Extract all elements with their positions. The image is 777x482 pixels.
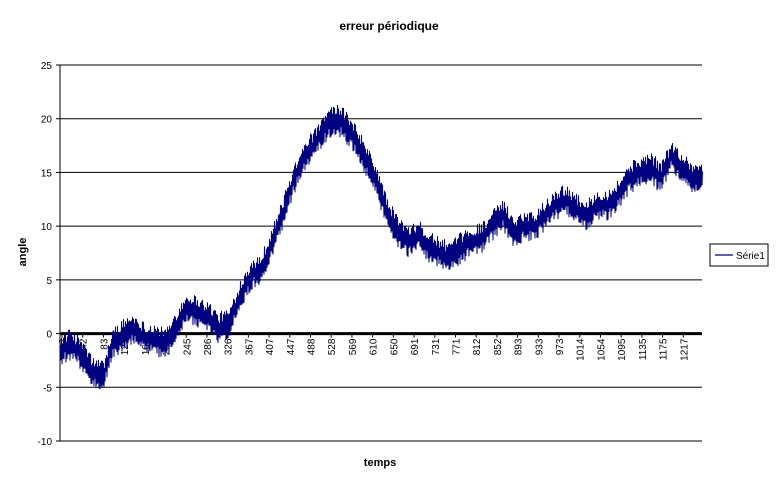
legend: Série1 [709, 243, 769, 267]
x-tick-label: 1014 [576, 338, 587, 361]
y-tick-label: 20 [41, 115, 53, 126]
x-tick-label: 1175 [659, 338, 670, 360]
x-tick-label: 83 [99, 338, 110, 350]
x-axis-label: temps [364, 457, 396, 469]
x-tick-label: 407 [265, 338, 276, 355]
x-tick-label: 610 [369, 338, 380, 355]
x-tick-label: 1217 [679, 338, 690, 361]
x-tick-label: 488 [307, 338, 318, 355]
x-tick-label: 367 [244, 338, 255, 355]
legend-box [709, 243, 769, 267]
y-tick-label: -10 [38, 437, 53, 448]
x-tick-label: 1054 [596, 338, 607, 361]
series-line-serie1 [59, 104, 703, 390]
x-tick-label: 933 [534, 338, 545, 355]
x-tick-label: 245 [182, 338, 193, 355]
x-tick-label: 42 [79, 338, 90, 350]
x-tick-label: 812 [472, 338, 483, 355]
x-tick-label: 1095 [617, 338, 628, 361]
y-tick-label: 5 [46, 276, 52, 287]
legend-label: Série1 [736, 251, 765, 262]
x-tick-label: 447 [286, 338, 297, 355]
x-tick-label: 123 [120, 338, 131, 355]
series-group [59, 104, 703, 390]
y-tick-label: 0 [46, 330, 52, 341]
y-tick-label: 25 [41, 61, 53, 72]
y-axis-label: angle [17, 238, 29, 267]
x-tick-label: 528 [327, 338, 338, 355]
x-tick-label: 650 [389, 338, 400, 355]
x-tick-label: 1135 [638, 338, 649, 360]
x-tick-label: 893 [514, 338, 525, 355]
x-tick-label: 731 [431, 338, 442, 355]
x-tick-label: 852 [493, 338, 504, 355]
x-tick-label: 691 [410, 338, 421, 355]
x-tick-label: 973 [555, 338, 566, 355]
y-tick-label: 15 [41, 168, 53, 179]
x-tick-label: 164 [141, 338, 152, 355]
x-tick-label: 326 [224, 338, 235, 355]
x-tick-label: 569 [348, 338, 359, 355]
gridlines [60, 64, 702, 442]
y-tick-label: 10 [41, 222, 53, 233]
y-axis: -10 -5 0 5 10 15 20 25 [38, 61, 60, 448]
y-tick-label: -5 [43, 383, 52, 394]
x-tick-label: 286 [203, 338, 214, 355]
x-tick-label: 771 [451, 338, 462, 355]
chart-title: erreur périodique [339, 19, 439, 33]
